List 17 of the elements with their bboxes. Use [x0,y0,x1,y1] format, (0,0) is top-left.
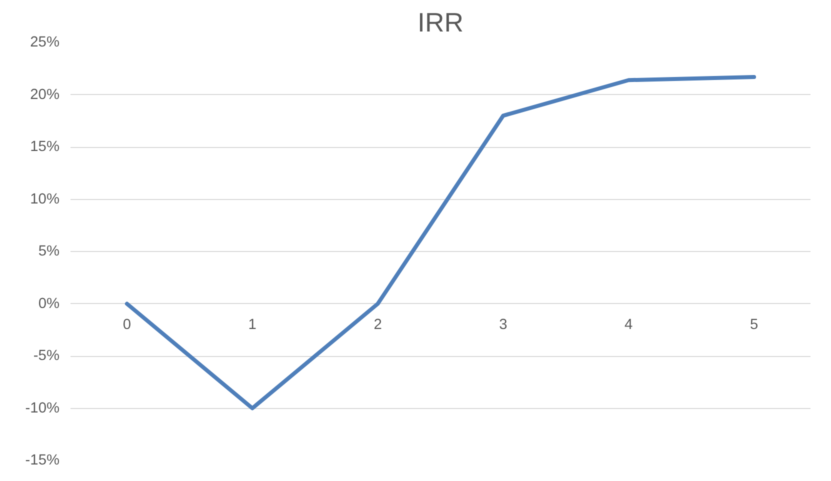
y-tick-label: 25% [30,34,60,50]
y-tick-label: 5% [38,244,60,260]
y-tick-label: -15% [25,452,60,468]
y-tick-label: -10% [25,400,60,416]
y-tick-label: 10% [30,191,60,208]
x-tick-label: 5 [750,316,758,333]
x-tick-label: 4 [624,316,633,333]
x-tick-label: 3 [499,316,508,333]
y-tick-label: 20% [30,86,60,103]
y-tick-label: 15% [30,139,60,155]
x-tick-label: 1 [248,316,256,333]
x-tick-label: 2 [374,316,382,333]
chart-title: IRR [418,8,464,38]
x-tick-label: 0 [122,316,132,333]
y-tick-label: -5% [33,348,60,364]
y-tick-label: 0% [38,296,60,312]
line-series [124,74,756,410]
